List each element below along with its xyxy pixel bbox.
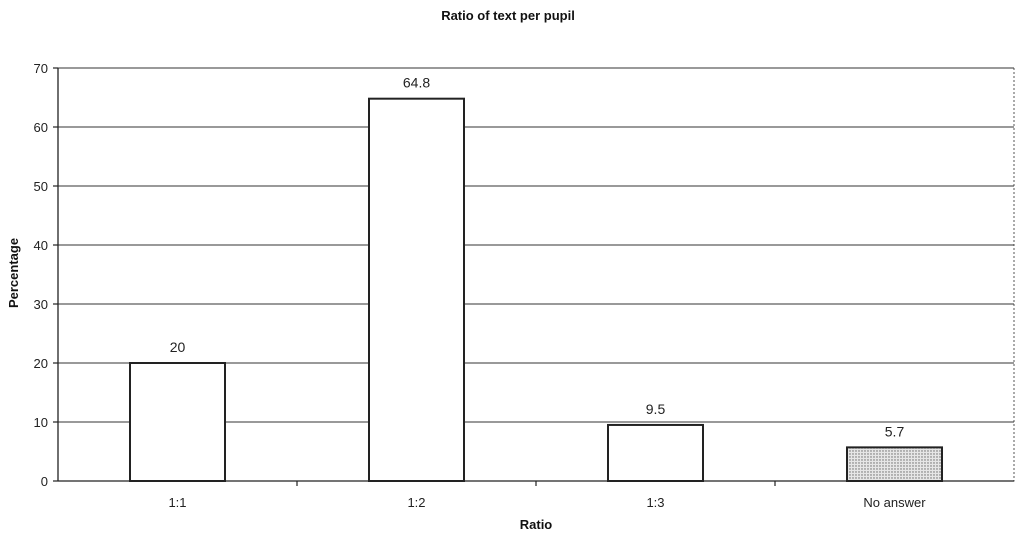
y-tick-label: 30 bbox=[34, 297, 48, 312]
y-tick-label: 50 bbox=[34, 179, 48, 194]
x-tick-label: 1:1 bbox=[168, 495, 186, 510]
bar-1-1 bbox=[129, 362, 226, 482]
y-tick-label: 10 bbox=[34, 415, 48, 430]
y-axis-title: Percentage bbox=[6, 238, 21, 308]
data-label: 5.7 bbox=[885, 423, 905, 439]
labels: 0 10 20 30 40 50 60 70 20 1:1 64.8 1:2 9.5 1:3 5.7 No a… bbox=[34, 61, 927, 510]
x-tick-label: 1:3 bbox=[646, 495, 664, 510]
y-tick-label: 70 bbox=[34, 61, 48, 76]
x-tick-label: No answer bbox=[863, 495, 926, 510]
data-label: 20 bbox=[170, 339, 186, 355]
bar-1-2 bbox=[368, 97, 465, 483]
y-tick-label: 20 bbox=[34, 356, 48, 371]
y-tick-label: 0 bbox=[41, 474, 48, 489]
bar-1-3 bbox=[607, 423, 704, 483]
data-label: 64.8 bbox=[403, 75, 430, 91]
bar-no-answer bbox=[846, 446, 943, 482]
y-tick-label: 40 bbox=[34, 238, 48, 253]
y-tick-label: 60 bbox=[34, 120, 48, 135]
chart-title: Ratio of text per pupil bbox=[441, 8, 575, 23]
x-tick-label: 1:2 bbox=[407, 495, 425, 510]
bars bbox=[129, 97, 943, 483]
data-label: 9.5 bbox=[646, 401, 666, 417]
x-axis-title: Ratio bbox=[520, 517, 553, 532]
